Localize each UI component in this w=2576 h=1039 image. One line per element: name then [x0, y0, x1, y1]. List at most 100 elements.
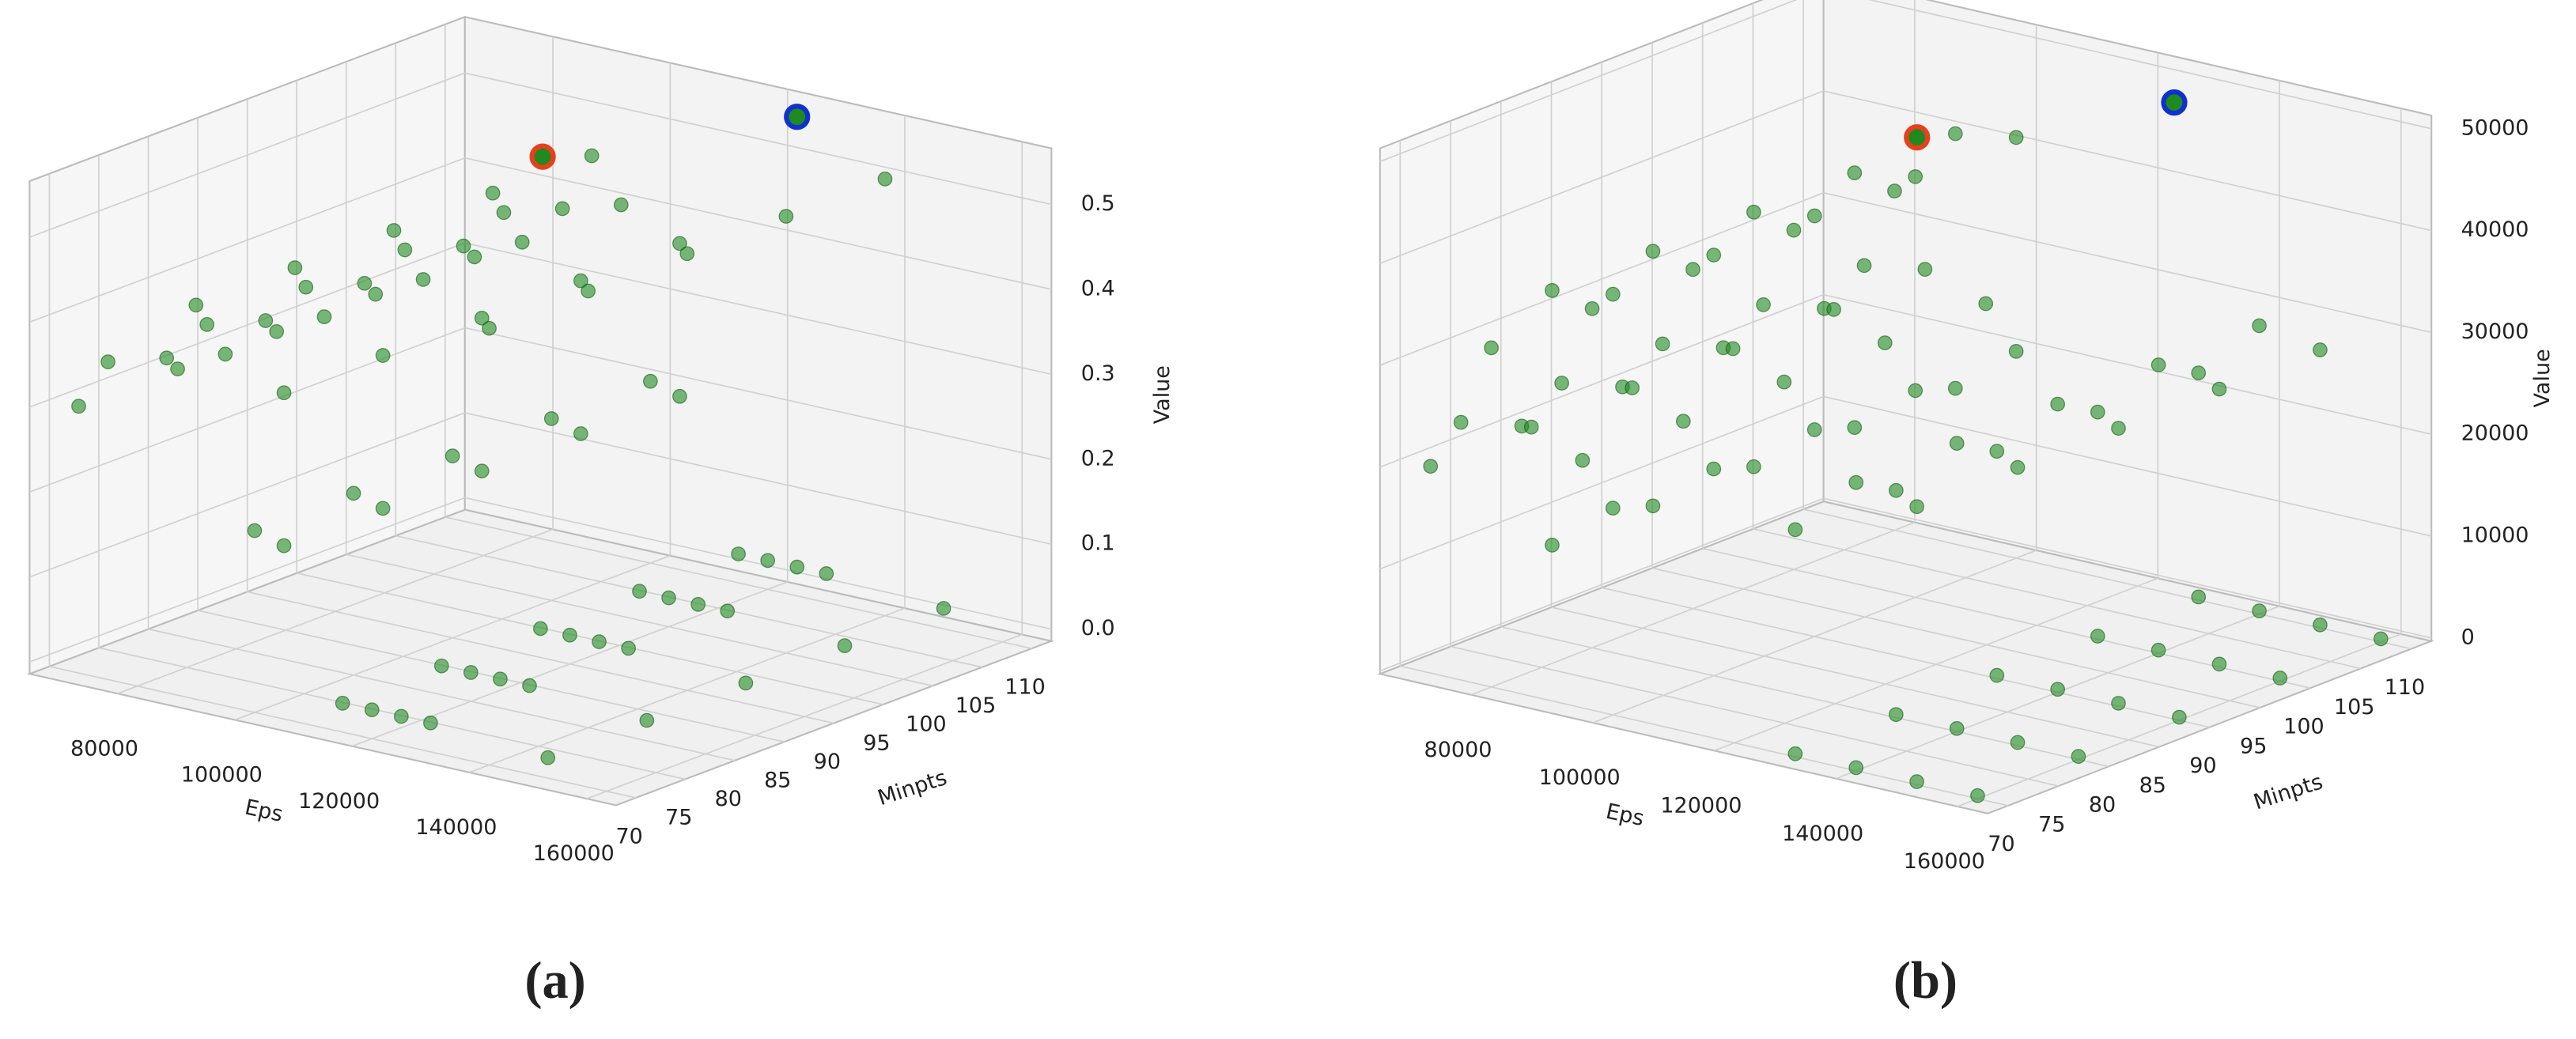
tick-label: 140000 [415, 815, 497, 840]
grid-line [1823, 293, 2432, 436]
point [1523, 419, 1539, 435]
point [2252, 318, 2267, 334]
point [2150, 642, 2166, 658]
point [592, 634, 607, 649]
point [837, 638, 853, 653]
point [2191, 589, 2207, 605]
tick-label: 140000 [1782, 822, 1863, 846]
point [2313, 617, 2328, 633]
point [2211, 656, 2227, 672]
point [2191, 365, 2207, 380]
point [276, 538, 292, 554]
point [474, 463, 490, 479]
point [1877, 335, 1893, 350]
point [493, 671, 508, 687]
point [1605, 286, 1621, 302]
point [393, 708, 409, 724]
point [1970, 788, 1985, 803]
point [199, 317, 215, 332]
point [1545, 538, 1560, 553]
point [533, 621, 548, 637]
point [1887, 183, 1902, 198]
grid-line [29, 412, 466, 578]
grid-line [464, 497, 1052, 630]
point [581, 283, 596, 299]
point [584, 148, 600, 164]
tick-label: 100 [2283, 715, 2324, 739]
grid-line [1379, 497, 1824, 672]
point [1947, 126, 1963, 142]
tick-label: 95 [2240, 734, 2267, 758]
tick-label: 105 [955, 693, 997, 718]
point [2090, 404, 2105, 420]
tick-label: 50000 [2461, 115, 2529, 140]
tick-label: 120000 [1660, 793, 1742, 818]
point [258, 313, 274, 328]
point [1908, 383, 1923, 399]
point [444, 448, 460, 463]
point [170, 361, 185, 376]
point [1949, 436, 1965, 451]
point [1756, 297, 1771, 312]
grid-line [464, 157, 1052, 290]
point [1575, 452, 1591, 468]
grid-line [1379, 293, 1824, 468]
grid-line [444, 516, 1032, 649]
point [397, 242, 413, 258]
point [632, 584, 647, 599]
point [514, 234, 530, 250]
grid-line [464, 327, 1052, 460]
tick-label: 100000 [1539, 765, 1621, 790]
tick-label: 30000 [2461, 319, 2529, 344]
tick-label: 80 [715, 787, 742, 811]
tick-label: 110 [1004, 675, 1046, 700]
grid-line [1823, 395, 2432, 537]
point [613, 197, 629, 213]
point [573, 426, 588, 441]
tick-label: 100 [906, 712, 947, 737]
point [269, 323, 285, 339]
axis-title: Minpts [875, 765, 950, 810]
tick-label: 90 [2189, 754, 2216, 778]
tick-label: 20000 [2461, 421, 2529, 446]
point [543, 411, 559, 426]
point [1786, 222, 1802, 238]
point [159, 350, 175, 366]
subcaption: (b) [1893, 952, 1958, 1010]
tick-label: 40000 [2461, 217, 2529, 242]
grid-line [1379, 395, 1824, 570]
point [738, 675, 754, 691]
point [1625, 380, 1640, 395]
point [287, 260, 303, 275]
highlight-point [784, 104, 811, 130]
point [1909, 774, 1924, 789]
point [364, 702, 380, 718]
point [639, 712, 655, 728]
tick-label: 0.3 [1081, 361, 1115, 386]
point [1848, 760, 1864, 776]
point [1989, 444, 2005, 459]
point [2111, 421, 2126, 436]
tick-label: 75 [665, 806, 692, 830]
point [2050, 396, 2066, 412]
point [562, 627, 577, 643]
tick-label: 85 [764, 769, 791, 793]
tick-label: 100000 [181, 763, 263, 788]
point [1989, 667, 2005, 683]
point [819, 566, 834, 581]
point [1706, 461, 1722, 477]
point [2272, 671, 2288, 686]
point [1423, 459, 1439, 474]
point [2050, 682, 2066, 697]
point [672, 388, 687, 404]
point [731, 546, 746, 561]
grid-line [98, 647, 686, 780]
point [482, 320, 497, 336]
grid-line [1379, 0, 1798, 163]
point [2150, 357, 2166, 372]
point [1645, 244, 1661, 259]
grid-line [1702, 547, 2311, 690]
point [1888, 707, 1904, 723]
point [2211, 381, 2227, 397]
